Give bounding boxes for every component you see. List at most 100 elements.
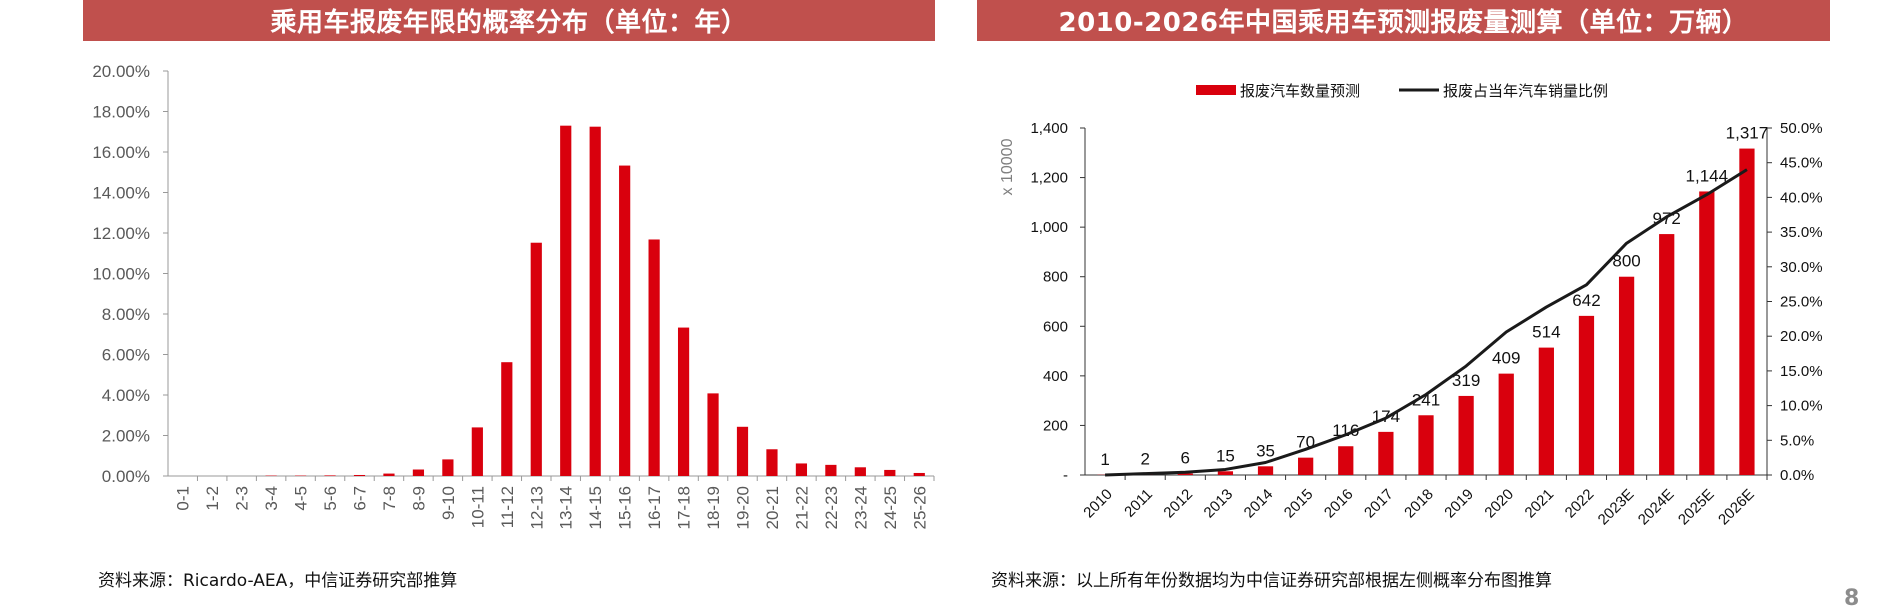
left-x-tick-label: 18-19	[704, 486, 723, 529]
right-x-tick-label: 2023E	[1595, 486, 1638, 529]
right-x-tick-label: 2016	[1321, 486, 1357, 522]
right-x-tick-label: 2015	[1281, 486, 1317, 522]
left-y-tick-label: 12.00%	[92, 224, 150, 243]
left-bar-18-19	[707, 393, 718, 476]
legend-line-label: 报废占当年汽车销量比例	[1443, 82, 1608, 100]
left-bar-12-13	[531, 243, 542, 476]
left-bar-20-21	[766, 449, 777, 476]
left-bar-10-11	[472, 427, 483, 476]
right-bar-2023E	[1619, 277, 1634, 475]
left-x-tick-label: 5-6	[321, 486, 340, 511]
right-bar-label-2010: 1	[1100, 450, 1109, 469]
left-x-tick-label: 9-10	[439, 486, 458, 520]
left-y-tick-label: 16.00%	[92, 143, 150, 162]
right-right-tick-label: 0.0%	[1780, 467, 1814, 484]
right-right-tick-label: 45.0%	[1780, 155, 1823, 172]
left-bar-22-23	[825, 465, 836, 476]
right-left-tick-label: 1,000	[1030, 219, 1068, 236]
left-x-tick-label: 3-4	[262, 486, 281, 511]
right-bar-label-2012: 6	[1181, 449, 1190, 468]
right-right-tick-label: 30.0%	[1780, 259, 1823, 276]
right-bar-2025E	[1699, 191, 1714, 475]
right-right-tick-label: 10.0%	[1780, 398, 1823, 415]
left-x-tick-label: 1-2	[203, 486, 222, 511]
left-bar-25-26	[914, 473, 925, 476]
right-bar-2017	[1378, 432, 1393, 475]
right-x-tick-label: 2012	[1161, 486, 1197, 522]
left-bar-17-18	[678, 328, 689, 476]
right-bar-label-2020: 409	[1492, 349, 1520, 368]
right-bar-2020	[1499, 374, 1514, 475]
right-right-tick-label: 5.0%	[1780, 432, 1814, 449]
right-left-tick-label: 1,200	[1030, 170, 1068, 187]
left-bar-15-16	[619, 166, 630, 476]
left-y-tick-label: 2.00%	[102, 427, 150, 446]
right-x-tick-label: 2019	[1441, 486, 1477, 522]
right-bar-2013	[1218, 471, 1233, 475]
left-x-tick-label: 24-25	[881, 486, 900, 529]
left-x-tick-label: 10-11	[468, 486, 487, 528]
left-bar-23-24	[855, 467, 866, 476]
right-bar-2024E	[1659, 234, 1674, 475]
left-bar-8-9	[413, 470, 424, 476]
right-left-tick-label: 200	[1043, 417, 1068, 434]
left-x-tick-label: 16-17	[645, 486, 664, 529]
right-left-tick-label: 400	[1043, 368, 1068, 385]
right-x-tick-label: 2024E	[1635, 486, 1678, 529]
right-bar-label-2014: 35	[1256, 441, 1275, 460]
right-bar-label-2011: 2	[1140, 450, 1149, 469]
left-x-tick-label: 4-5	[292, 486, 311, 511]
left-y-tick-label: 4.00%	[102, 386, 150, 405]
right-bar-2019	[1458, 396, 1473, 475]
page-number: 8	[1844, 586, 1859, 611]
legend-bar-label: 报废汽车数量预测	[1240, 82, 1360, 100]
right-right-tick-label: 35.0%	[1780, 224, 1823, 241]
left-bar-7-8	[383, 474, 394, 476]
left-x-tick-label: 17-18	[675, 486, 694, 529]
left-x-tick-label: 7-8	[380, 486, 399, 511]
left-x-tick-label: 15-16	[616, 486, 635, 529]
left-y-tick-label: 0.00%	[102, 467, 150, 486]
right-bar-label-2026E: 1,317	[1726, 124, 1769, 143]
right-bar-2014	[1258, 466, 1273, 475]
left-source-note: 资料来源：Ricardo-AEA，中信证券研究部推算	[98, 566, 457, 591]
right-bar-2026E	[1739, 149, 1754, 475]
right-right-tick-label: 15.0%	[1780, 363, 1823, 380]
right-x-tick-label: 2017	[1361, 486, 1397, 522]
right-x-tick-label: 2014	[1241, 486, 1277, 522]
right-right-tick-label: 25.0%	[1780, 294, 1823, 311]
left-x-tick-label: 23-24	[851, 486, 870, 529]
right-source-note: 资料来源：以上所有年份数据均为中信证券研究部根据左侧概率分布图推算	[991, 566, 1552, 591]
right-left-tick-label: 800	[1043, 269, 1068, 286]
left-bar-14-15	[590, 127, 601, 476]
left-bar-19-20	[737, 427, 748, 476]
left-y-tick-label: 18.00%	[92, 103, 150, 122]
left-bar-5-6	[324, 475, 335, 476]
right-x-tick-label: 2011	[1121, 486, 1156, 521]
legend-bar-swatch	[1196, 85, 1236, 95]
left-x-tick-label: 19-20	[734, 486, 753, 529]
right-left-tick-label: 600	[1043, 318, 1068, 335]
right-bar-2021	[1539, 348, 1554, 475]
right-x-tick-label: 2025E	[1675, 486, 1718, 529]
left-y-tick-label: 10.00%	[92, 265, 150, 284]
right-bar-2016	[1338, 446, 1353, 475]
left-y-tick-label: 20.00%	[92, 62, 150, 81]
left-y-tick-label: 6.00%	[102, 346, 150, 365]
left-x-tick-label: 13-14	[557, 486, 576, 529]
right-x-tick-label: 2013	[1201, 486, 1237, 522]
right-bar-label-2022: 642	[1572, 291, 1600, 310]
right-x-tick-label: 2021	[1522, 486, 1558, 522]
right-left-tick-label: 1,400	[1030, 120, 1068, 137]
right-x-tick-label: 2020	[1481, 486, 1517, 522]
left-bar-11-12	[501, 362, 512, 476]
right-x-tick-label: 2022	[1562, 486, 1598, 522]
right-right-tick-label: 20.0%	[1780, 328, 1823, 345]
right-bar-2018	[1418, 415, 1433, 475]
left-x-tick-label: 11-12	[498, 486, 517, 528]
left-bar-9-10	[442, 459, 453, 476]
left-x-tick-label: 12-13	[527, 486, 546, 529]
left-y-tick-label: 8.00%	[102, 305, 150, 324]
left-x-tick-label: 21-22	[792, 486, 811, 529]
